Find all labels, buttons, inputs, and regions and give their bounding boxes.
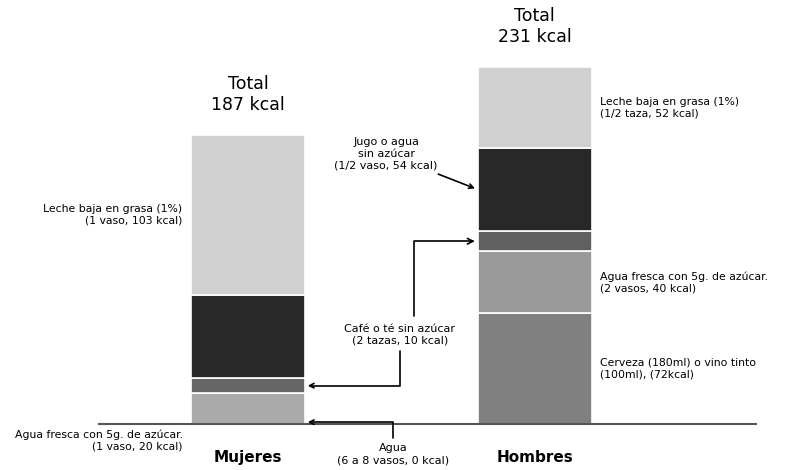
Bar <box>478 313 592 424</box>
Text: Cerveza (180ml) o vino tinto
(100ml), (72kcal): Cerveza (180ml) o vino tinto (100ml), (7… <box>600 358 756 379</box>
Text: Total
231 kcal: Total 231 kcal <box>498 8 571 46</box>
Text: Hombres: Hombres <box>496 450 573 465</box>
Bar <box>478 231 592 251</box>
Text: Mujeres: Mujeres <box>213 450 282 465</box>
Bar <box>191 135 305 295</box>
Text: Agua fresca con 5g. de azúcar.
(1 vaso, 20 kcal): Agua fresca con 5g. de azúcar. (1 vaso, … <box>14 430 182 452</box>
Bar <box>191 295 305 378</box>
Text: Agua
(6 a 8 vasos, 0 kcal): Agua (6 a 8 vasos, 0 kcal) <box>310 420 449 465</box>
Text: Agua fresca con 5g. de azúcar.
(2 vasos, 40 kcal): Agua fresca con 5g. de azúcar. (2 vasos,… <box>600 271 768 293</box>
Text: Leche baja en grasa (1%)
(1/2 taza, 52 kcal): Leche baja en grasa (1%) (1/2 taza, 52 k… <box>600 97 739 118</box>
Bar <box>478 148 592 231</box>
Bar <box>191 378 305 393</box>
Text: Leche baja en grasa (1%)
(1 vaso, 103 kcal): Leche baja en grasa (1%) (1 vaso, 103 kc… <box>43 204 182 226</box>
Text: Jugo o agua
sin azúcar
(1/2 vaso, 54 kcal): Jugo o agua sin azúcar (1/2 vaso, 54 kca… <box>334 137 473 188</box>
Text: Café o té sin azúcar
(2 tazas, 10 kcal): Café o té sin azúcar (2 tazas, 10 kcal) <box>310 324 455 388</box>
Text: Total
187 kcal: Total 187 kcal <box>211 75 284 114</box>
Bar <box>191 393 305 424</box>
Bar <box>478 251 592 313</box>
Bar <box>478 68 592 148</box>
